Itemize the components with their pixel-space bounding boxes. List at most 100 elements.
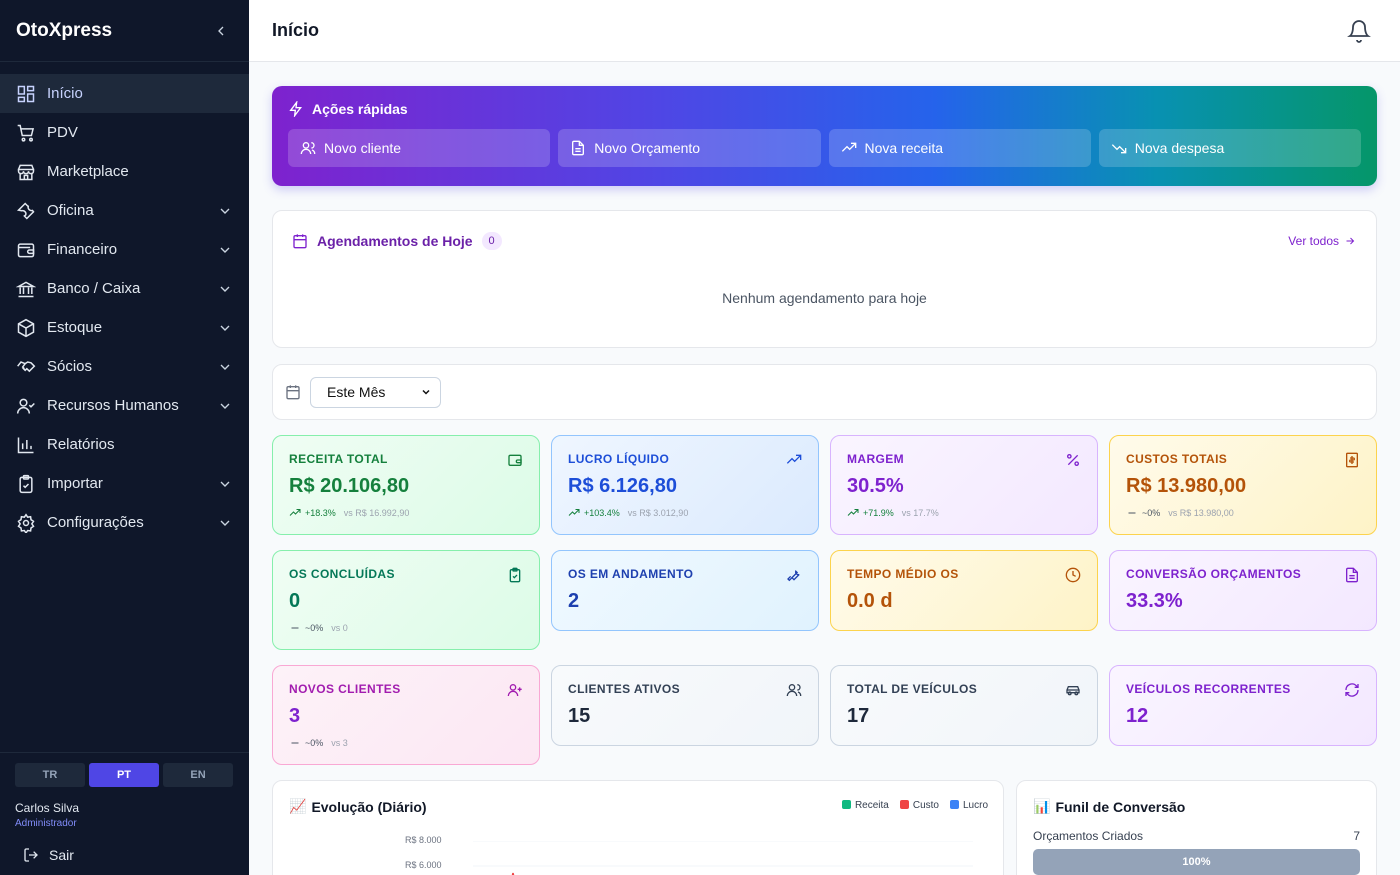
collapse-sidebar-button[interactable] — [209, 19, 233, 43]
sidebar-item-configuracoes[interactable]: Configurações — [0, 503, 249, 542]
clock-icon — [1065, 567, 1081, 583]
calendar-icon — [293, 234, 307, 249]
file-icon — [1346, 567, 1358, 583]
legend-lucro[interactable]: Lucro — [949, 800, 988, 811]
kpi-value: 33.3% — [1126, 590, 1183, 612]
trending-up-icon — [289, 509, 301, 516]
kpi-label: OS EM ANDAMENTO — [568, 567, 694, 581]
kpi-label: TOTAL DE VEÍCULOS — [847, 682, 978, 696]
receipt-icon — [1346, 452, 1358, 468]
sidebar-item-label: Relatórios — [47, 436, 115, 453]
kpi-value: 2 — [568, 590, 580, 612]
clipboard-check-icon — [509, 567, 521, 583]
sidebar-item-estoque[interactable]: Estoque — [0, 308, 249, 347]
language-switcher: TR PT EN — [15, 763, 234, 787]
kpi-value: 17 — [847, 705, 870, 727]
users-icon — [786, 684, 802, 697]
sidebar-item-relatorios[interactable]: Relatórios — [0, 425, 249, 464]
sidebar-item-banco-caixa[interactable]: Banco / Caixa — [0, 269, 249, 308]
new-quote-label: Novo Orçamento — [594, 140, 701, 156]
chevron-down-icon — [220, 325, 230, 331]
sidebar-item-importar[interactable]: Importar — [0, 464, 249, 503]
chevron-down-icon — [220, 403, 230, 409]
kpi-value: 0.0 d — [847, 590, 893, 612]
sidebar-item-financeiro[interactable]: Financeiro — [0, 230, 249, 269]
sidebar-item-label: Recursos Humanos — [47, 397, 179, 414]
chevron-left-icon — [218, 26, 224, 35]
kpi-label: RECEITA TOTAL — [289, 452, 388, 466]
appointments-empty-text: Nenhum agendamento para hoje — [722, 290, 927, 306]
user-role: Administrador — [15, 818, 77, 829]
kpi-comparison: ~0% vs 3 — [289, 737, 523, 749]
appointments-card: Agendamentos de Hoje 0 Ver todos Nenhum … — [272, 210, 1377, 348]
sidebar-item-marketplace[interactable]: Marketplace — [0, 152, 249, 191]
language-en-button[interactable]: EN — [163, 763, 233, 787]
kpi-card-conversao-orcamentos: CONVERSÃO ORÇAMENTOS 33.3% — [1109, 550, 1377, 631]
sidebar-item-pdv[interactable]: PDV — [0, 113, 249, 152]
kpi-compare: vs R$ 3.012,90 — [627, 508, 689, 518]
kpi-comparison: ~0% vs 0 — [289, 622, 523, 634]
kpi-label: VEÍCULOS RECORRENTES — [1126, 682, 1291, 696]
kpi-card-lucro-liquido: LUCRO LÍQUIDO R$ 6.126,80 +103.4% vs R$ … — [551, 435, 819, 535]
see-all-link[interactable]: Ver todos — [1288, 234, 1356, 248]
percent-icon — [1067, 454, 1079, 466]
bank-icon — [16, 279, 36, 299]
sidebar-item-socios[interactable]: Sócios — [0, 347, 249, 386]
period-select[interactable]: Este Mês — [310, 376, 441, 408]
evolution-chart-plot — [473, 841, 973, 875]
kpi-change: +71.9% — [863, 508, 894, 518]
chevron-down-icon — [422, 389, 430, 395]
trending-up-icon — [841, 142, 856, 152]
wallet-icon — [508, 454, 522, 466]
new-client-button[interactable]: Novo cliente — [288, 129, 551, 167]
y-tick-label: R$ 8.000 — [405, 835, 442, 845]
wrench-icon — [787, 569, 800, 582]
sidebar-item-recursos-humanos[interactable]: Recursos Humanos — [0, 386, 249, 425]
bar-chart-icon — [16, 435, 36, 455]
funnel-row-label: Orçamentos Criados — [1033, 829, 1144, 843]
sidebar-item-label: Marketplace — [47, 163, 129, 180]
store-icon — [16, 162, 36, 182]
sidebar-item-label: Oficina — [47, 202, 94, 219]
kpi-compare: vs R$ 13.980,00 — [1168, 508, 1234, 518]
user-name: Carlos Silva — [15, 801, 80, 815]
kpi-value: 0 — [289, 590, 301, 612]
funnel-title-text: Funil de Conversão — [1055, 798, 1186, 815]
chevron-down-icon — [220, 481, 230, 487]
refresh-icon — [1345, 683, 1359, 697]
trending-up-icon — [847, 509, 859, 516]
sidebar-item-oficina[interactable]: Oficina — [0, 191, 249, 230]
appointments-title: Agendamentos de Hoje 0 — [292, 232, 502, 250]
brand-bar: OtoXpress — [0, 0, 249, 62]
minus-icon — [1128, 512, 1136, 514]
kpi-compare: vs 3 — [331, 738, 348, 748]
chart-legend: Receita Custo Lucro — [841, 800, 988, 811]
sidebar-item-inicio[interactable]: Início — [0, 74, 249, 113]
y-tick-label: R$ 6.000 — [405, 860, 442, 870]
box-icon — [16, 318, 36, 338]
chevron-down-icon — [220, 247, 230, 253]
chevron-down-icon — [220, 286, 230, 292]
quick-actions-panel: Ações rápidas Novo cliente Novo Orçament… — [272, 86, 1377, 186]
kpi-compare: vs 17.7% — [901, 508, 939, 518]
kpi-card-total-de-veiculos: TOTAL DE VEÍCULOS 17 — [830, 665, 1098, 746]
legend-receita[interactable]: Receita — [841, 800, 889, 811]
bell-icon[interactable] — [1347, 19, 1371, 43]
new-expense-button[interactable]: Nova despesa — [1098, 129, 1361, 167]
lightning-icon — [289, 101, 302, 117]
legend-custo[interactable]: Custo — [899, 800, 939, 811]
trending-down-icon — [1111, 144, 1127, 154]
kpi-value: R$ 6.126,80 — [568, 475, 677, 497]
logout-button[interactable]: Sair — [23, 847, 234, 863]
new-quote-button[interactable]: Novo Orçamento — [558, 129, 821, 167]
kpi-label: OS CONCLUÍDAS — [289, 567, 395, 581]
kpi-card-receita-total: RECEITA TOTAL R$ 20.106,80 +18.3% vs R$ … — [272, 435, 540, 535]
language-pt-button[interactable]: PT — [89, 763, 159, 787]
chevron-down-icon — [220, 208, 230, 214]
kpi-label: CONVERSÃO ORÇAMENTOS — [1126, 567, 1302, 581]
kpi-change: ~0% — [1142, 508, 1161, 518]
clipboard-icon — [16, 474, 36, 494]
sidebar: OtoXpress Início PDV Marketplace Oficina… — [0, 0, 249, 875]
new-income-button[interactable]: Nova receita — [828, 129, 1091, 167]
language-tr-button[interactable]: TR — [15, 763, 85, 787]
